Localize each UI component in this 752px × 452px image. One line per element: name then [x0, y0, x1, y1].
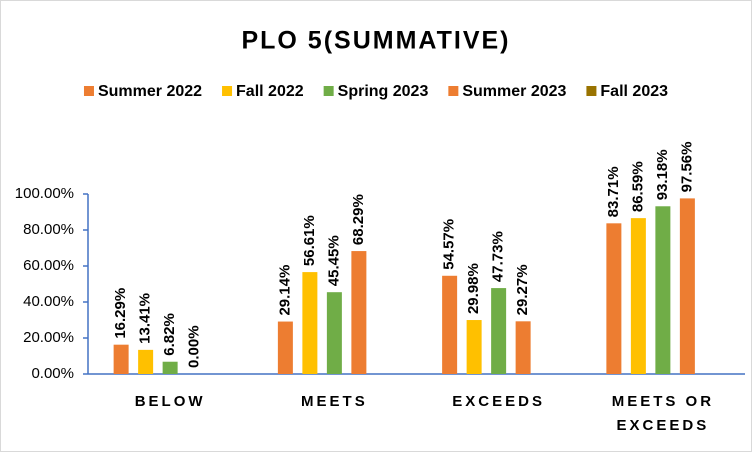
- bar: [138, 349, 154, 374]
- bar: [351, 251, 367, 374]
- legend-swatch: [323, 86, 334, 96]
- y-tick-label: 40.00%: [23, 293, 74, 310]
- bar: [679, 198, 695, 374]
- x-tick-label: MEETS OR EXCEEDS: [611, 393, 715, 434]
- data-label: 29.98%: [465, 263, 482, 314]
- data-label: 16.29%: [112, 288, 129, 339]
- y-tick-label: 20.00%: [23, 329, 74, 346]
- legend-item: Fall 2023: [586, 83, 668, 100]
- bar: [466, 320, 482, 374]
- bar: [326, 292, 342, 374]
- data-label: 56.61%: [301, 215, 318, 266]
- legend-label: Fall 2023: [600, 83, 668, 100]
- legend-label: Spring 2023: [338, 83, 429, 100]
- data-label: 29.14%: [276, 265, 293, 316]
- chart-title: PLO 5(SUMMATIVE): [241, 27, 510, 55]
- data-label: 0.00%: [186, 325, 203, 368]
- bar: [630, 218, 646, 374]
- bar: [515, 321, 531, 374]
- data-label: 47.73%: [490, 231, 507, 282]
- legend-item: Spring 2023: [323, 83, 429, 100]
- legend-swatch: [586, 86, 597, 96]
- x-tick-label: MEETS: [301, 393, 368, 410]
- legend-swatch: [222, 86, 233, 96]
- bar: [442, 275, 458, 374]
- data-label: 68.29%: [350, 194, 367, 245]
- data-label: 6.82%: [161, 313, 178, 356]
- x-tick-label: EXCEEDS: [452, 393, 545, 410]
- legend-label: Summer 2022: [98, 83, 202, 100]
- data-label: 93.18%: [654, 149, 671, 200]
- bar: [162, 361, 178, 374]
- bar: [277, 321, 293, 374]
- data-label: 13.41%: [137, 293, 154, 344]
- legend-item: Fall 2022: [222, 83, 304, 100]
- bar: [606, 223, 622, 374]
- data-label: 45.45%: [325, 235, 342, 286]
- x-tick-label: BELOW: [134, 393, 206, 410]
- bar: [302, 272, 318, 374]
- data-label: 54.57%: [441, 219, 458, 270]
- y-tick-label: 0.00%: [31, 365, 74, 382]
- legend-label: Fall 2022: [236, 83, 304, 100]
- data-label: 86.59%: [629, 161, 646, 212]
- y-tick-label: 60.00%: [23, 257, 74, 274]
- legend-item: Summer 2022: [83, 83, 202, 100]
- bar: [113, 344, 129, 374]
- data-label: 83.71%: [605, 166, 622, 217]
- data-label: 97.56%: [678, 142, 695, 193]
- bar: [655, 206, 671, 374]
- legend-label: Summer 2023: [462, 83, 566, 100]
- data-label: 29.27%: [514, 264, 531, 315]
- legend-swatch: [83, 86, 94, 96]
- y-tick-label: 100.00%: [15, 185, 74, 202]
- legend-item: Summer 2023: [448, 83, 567, 100]
- legend-swatch: [448, 86, 459, 96]
- y-tick-label: 80.00%: [23, 221, 74, 238]
- bar: [491, 288, 507, 374]
